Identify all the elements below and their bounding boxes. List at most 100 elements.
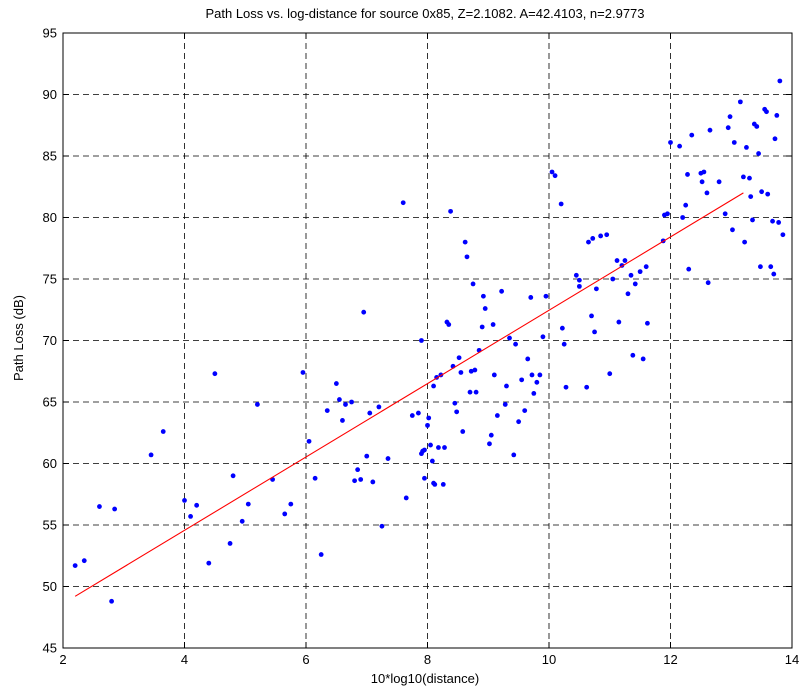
x-tick-label: 4 <box>181 652 188 667</box>
y-tick-label: 95 <box>43 26 57 41</box>
data-point <box>771 271 777 277</box>
data-point <box>464 254 470 260</box>
data-point <box>764 109 769 115</box>
data-point <box>768 264 774 270</box>
data-point <box>472 367 478 373</box>
data-point <box>442 445 447 450</box>
data-point <box>677 143 683 149</box>
data-point <box>576 283 582 289</box>
y-tick-label: 60 <box>43 456 57 471</box>
data-point <box>586 239 591 245</box>
data-point <box>707 127 713 133</box>
data-point <box>598 233 604 239</box>
data-points <box>72 78 786 604</box>
data-point <box>519 377 525 383</box>
data-point <box>194 502 200 508</box>
data-point <box>777 78 783 84</box>
data-point <box>770 218 775 224</box>
data-point <box>337 397 342 402</box>
y-tick-label: 80 <box>43 210 57 225</box>
data-point <box>737 99 743 105</box>
data-point <box>349 399 354 405</box>
data-point <box>632 281 638 287</box>
data-point <box>628 272 634 278</box>
ticks: 2 4 6 8 10 12 14 45 50 55 60 65 70 75 80 85 90 95 <box>43 26 800 668</box>
data-point <box>446 322 452 327</box>
data-point <box>725 125 731 131</box>
data-point <box>429 458 435 464</box>
data-point <box>415 410 421 416</box>
data-point <box>748 194 754 199</box>
data-point <box>422 475 427 481</box>
data-point <box>668 140 673 145</box>
data-point <box>750 217 755 223</box>
data-point <box>716 179 722 185</box>
data-point <box>704 190 710 196</box>
x-tick-label: 2 <box>59 652 66 667</box>
data-point <box>722 211 728 217</box>
data-point <box>507 335 512 341</box>
data-point <box>239 518 245 524</box>
data-point <box>482 306 488 311</box>
data-point <box>454 409 460 415</box>
data-point <box>780 232 786 238</box>
data-point <box>731 140 737 145</box>
data-point <box>637 269 643 275</box>
y-tick-label: 75 <box>43 272 57 287</box>
data-point <box>436 445 441 450</box>
y-tick-label: 65 <box>43 395 57 410</box>
data-point <box>513 341 518 347</box>
x-tick-label: 12 <box>663 652 677 667</box>
data-point <box>367 410 373 416</box>
data-point <box>352 478 357 484</box>
data-point <box>630 352 636 358</box>
data-point <box>754 124 760 129</box>
data-point <box>534 379 540 385</box>
data-point <box>468 368 474 374</box>
data-point <box>355 467 361 473</box>
data-point <box>333 381 339 386</box>
x-tick-label: 8 <box>424 652 431 667</box>
data-point <box>72 563 78 568</box>
data-point <box>573 272 579 278</box>
x-axis-label: 10*log10(distance) <box>371 671 479 686</box>
data-point <box>589 313 594 319</box>
data-point <box>452 400 458 406</box>
data-point <box>776 220 782 225</box>
data-point <box>645 320 650 326</box>
data-point <box>614 258 620 263</box>
data-point <box>522 408 528 414</box>
data-point <box>774 113 780 118</box>
data-point <box>607 371 613 377</box>
data-point <box>665 211 670 217</box>
data-point <box>537 372 543 378</box>
data-point <box>479 324 485 330</box>
data-point <box>470 281 476 287</box>
y-tick-label: 70 <box>43 333 57 348</box>
data-point <box>425 422 430 428</box>
data-point <box>593 286 599 292</box>
data-point <box>318 552 324 557</box>
data-point <box>685 172 690 177</box>
x-tick-label: 14 <box>785 652 799 667</box>
data-point <box>504 383 509 389</box>
data-point <box>525 356 531 362</box>
data-point <box>552 173 558 179</box>
data-point <box>370 479 376 485</box>
data-point <box>705 280 711 286</box>
data-point <box>255 402 260 407</box>
data-point <box>576 277 582 283</box>
data-point <box>772 136 778 142</box>
data-point <box>689 132 695 138</box>
data-point <box>358 477 364 482</box>
chart-title: Path Loss vs. log-distance for source 0x… <box>205 6 644 21</box>
fit-line <box>74 192 744 597</box>
data-point <box>727 114 733 120</box>
data-point <box>379 523 385 529</box>
data-point <box>212 371 218 377</box>
data-point <box>419 338 424 343</box>
data-point <box>426 415 432 421</box>
data-point <box>456 355 462 361</box>
grid <box>63 33 792 648</box>
data-point <box>385 456 391 461</box>
